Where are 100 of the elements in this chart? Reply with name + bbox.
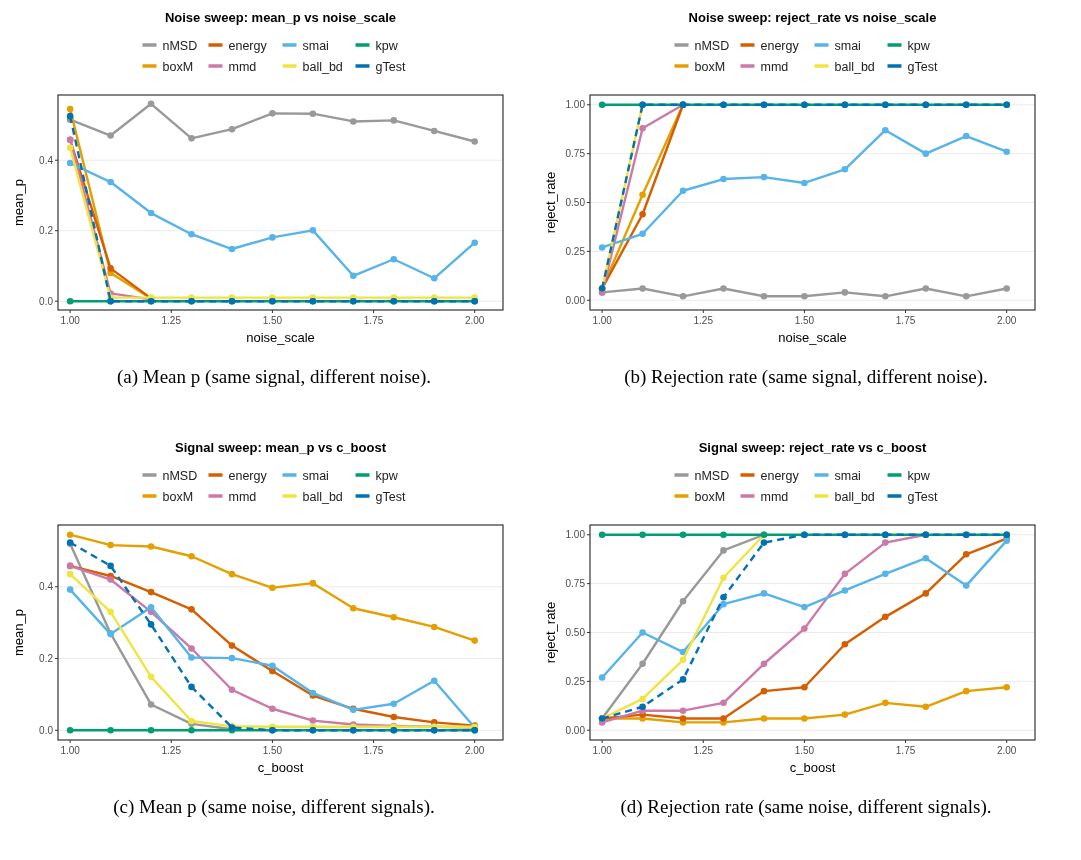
- point: [841, 640, 849, 648]
- point: [147, 100, 155, 108]
- x-tick-label: 2.00: [464, 745, 485, 756]
- point: [188, 727, 195, 734]
- point: [107, 562, 114, 570]
- point: [147, 588, 155, 596]
- point: [962, 551, 970, 558]
- x-axis-title: noise_scale: [246, 330, 315, 345]
- point: [390, 255, 398, 263]
- point: [760, 660, 768, 668]
- point: [639, 660, 646, 668]
- point: [679, 531, 687, 539]
- point: [598, 244, 606, 251]
- point: [147, 603, 155, 611]
- x-tick-label: 2.00: [464, 315, 485, 326]
- y-tick-label: 0.50: [565, 197, 586, 208]
- point: [801, 603, 808, 611]
- point: [147, 701, 155, 708]
- point: [639, 531, 646, 539]
- legend-label: nMSD: [694, 468, 730, 483]
- point: [801, 683, 808, 691]
- point: [801, 625, 808, 632]
- point: [188, 654, 195, 661]
- y-tick-label: 0.0: [39, 295, 54, 307]
- point: [962, 132, 970, 140]
- legend-label: gTest: [375, 489, 406, 504]
- point: [639, 230, 646, 238]
- point: [679, 656, 687, 664]
- point: [841, 570, 849, 578]
- legend-label: energy: [760, 468, 800, 483]
- point: [147, 621, 155, 628]
- point: [188, 230, 195, 238]
- point: [309, 579, 317, 587]
- point: [679, 676, 687, 683]
- x-tick-label: 1.50: [794, 745, 815, 756]
- point: [720, 531, 727, 539]
- legend-label: nMSD: [162, 468, 198, 483]
- point: [66, 727, 74, 734]
- legend-label: energy: [228, 38, 268, 53]
- x-tick-label: 1.25: [693, 315, 714, 326]
- y-axis-title: reject_rate: [543, 171, 558, 234]
- chart-title: Signal sweep: reject_rate vs c_boost: [698, 440, 927, 455]
- point: [720, 715, 727, 722]
- point: [760, 590, 768, 597]
- point: [66, 105, 74, 113]
- y-tick-label: 0.50: [565, 627, 586, 638]
- point: [269, 705, 276, 713]
- point: [679, 597, 687, 605]
- y-tick-label: 1.00: [565, 529, 586, 541]
- legend-label: kpw: [907, 468, 931, 483]
- point: [471, 239, 478, 246]
- point: [430, 677, 438, 685]
- point: [922, 703, 930, 711]
- point: [228, 642, 236, 649]
- point: [962, 687, 970, 695]
- point: [841, 587, 849, 594]
- point: [309, 717, 317, 724]
- y-tick-label: 0.75: [565, 578, 586, 590]
- point: [66, 297, 74, 305]
- y-axis-title: reject_rate: [543, 601, 558, 664]
- point: [147, 209, 155, 217]
- x-tick-label: 1.25: [161, 315, 182, 326]
- point: [350, 604, 357, 612]
- point: [720, 600, 727, 608]
- point: [309, 110, 317, 117]
- point: [269, 234, 276, 241]
- y-axis-title: mean_p: [11, 609, 26, 656]
- x-tick-label: 1.25: [693, 745, 714, 756]
- text: (d) Rejection rate (same noise, different signals).: [619, 795, 993, 818]
- legend-label: boxM: [162, 489, 194, 504]
- legend-label: nMSD: [162, 38, 198, 53]
- point: [66, 112, 74, 120]
- y-tick-label: 0.75: [565, 148, 586, 160]
- y-tick-label: 1.00: [565, 99, 586, 111]
- point: [147, 727, 155, 734]
- point: [639, 629, 646, 636]
- point: [107, 608, 114, 616]
- point: [720, 574, 727, 582]
- point: [962, 293, 970, 300]
- legend-label: smai: [834, 468, 861, 483]
- y-tick-label: 0.25: [565, 245, 586, 257]
- point: [882, 539, 889, 546]
- point: [882, 293, 889, 300]
- point: [430, 127, 438, 135]
- point: [390, 713, 398, 721]
- point: [922, 590, 930, 597]
- legend-label: mmd: [228, 489, 257, 504]
- point: [107, 727, 114, 734]
- point: [720, 175, 727, 183]
- point: [679, 293, 687, 300]
- legend-label: gTest: [907, 59, 938, 74]
- legend-label: mmd: [760, 489, 789, 504]
- x-tick-label: 1.75: [895, 745, 916, 756]
- point: [720, 699, 727, 707]
- text: (b) Rejection rate (same signal, different noise).: [623, 365, 989, 388]
- chart-title: Noise sweep: reject_rate vs noise_scale: [688, 10, 937, 25]
- point: [147, 543, 155, 550]
- point: [269, 662, 276, 669]
- text: (a) Mean p (same signal, different noise).: [115, 365, 433, 388]
- point: [188, 645, 195, 652]
